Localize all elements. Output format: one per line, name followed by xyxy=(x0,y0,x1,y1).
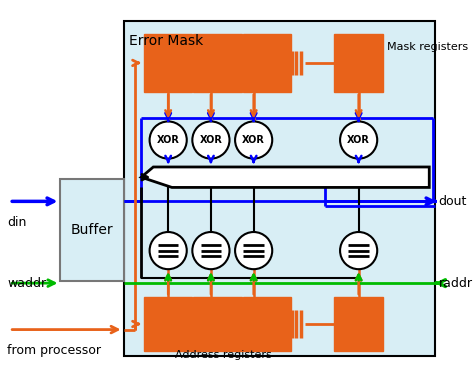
Text: waddr: waddr xyxy=(8,277,47,290)
Polygon shape xyxy=(141,167,429,188)
Text: din: din xyxy=(8,216,27,229)
Text: XOR: XOR xyxy=(199,135,222,145)
Bar xyxy=(144,297,192,351)
Text: Error Mask: Error Mask xyxy=(129,34,203,48)
Circle shape xyxy=(235,122,272,159)
Bar xyxy=(124,21,435,356)
Bar xyxy=(193,34,242,92)
Circle shape xyxy=(340,232,377,269)
Bar xyxy=(335,34,383,92)
Text: XOR: XOR xyxy=(347,135,370,145)
Text: raddr: raddr xyxy=(438,277,473,290)
Circle shape xyxy=(192,232,229,269)
Circle shape xyxy=(340,122,377,159)
Bar xyxy=(335,297,383,351)
Bar xyxy=(60,179,124,281)
Bar xyxy=(242,34,291,92)
Text: XOR: XOR xyxy=(157,135,179,145)
Bar xyxy=(144,34,192,92)
Text: from processor: from processor xyxy=(8,344,101,357)
Text: dout: dout xyxy=(438,195,467,208)
Text: Mask registers: Mask registers xyxy=(387,42,467,52)
Bar xyxy=(193,297,242,351)
Circle shape xyxy=(235,232,272,269)
Text: Buffer: Buffer xyxy=(70,223,113,237)
Bar xyxy=(242,297,291,351)
Text: Address registers: Address registers xyxy=(175,350,271,361)
Circle shape xyxy=(192,122,229,159)
Text: XOR: XOR xyxy=(242,135,265,145)
Circle shape xyxy=(149,122,187,159)
Circle shape xyxy=(149,232,187,269)
